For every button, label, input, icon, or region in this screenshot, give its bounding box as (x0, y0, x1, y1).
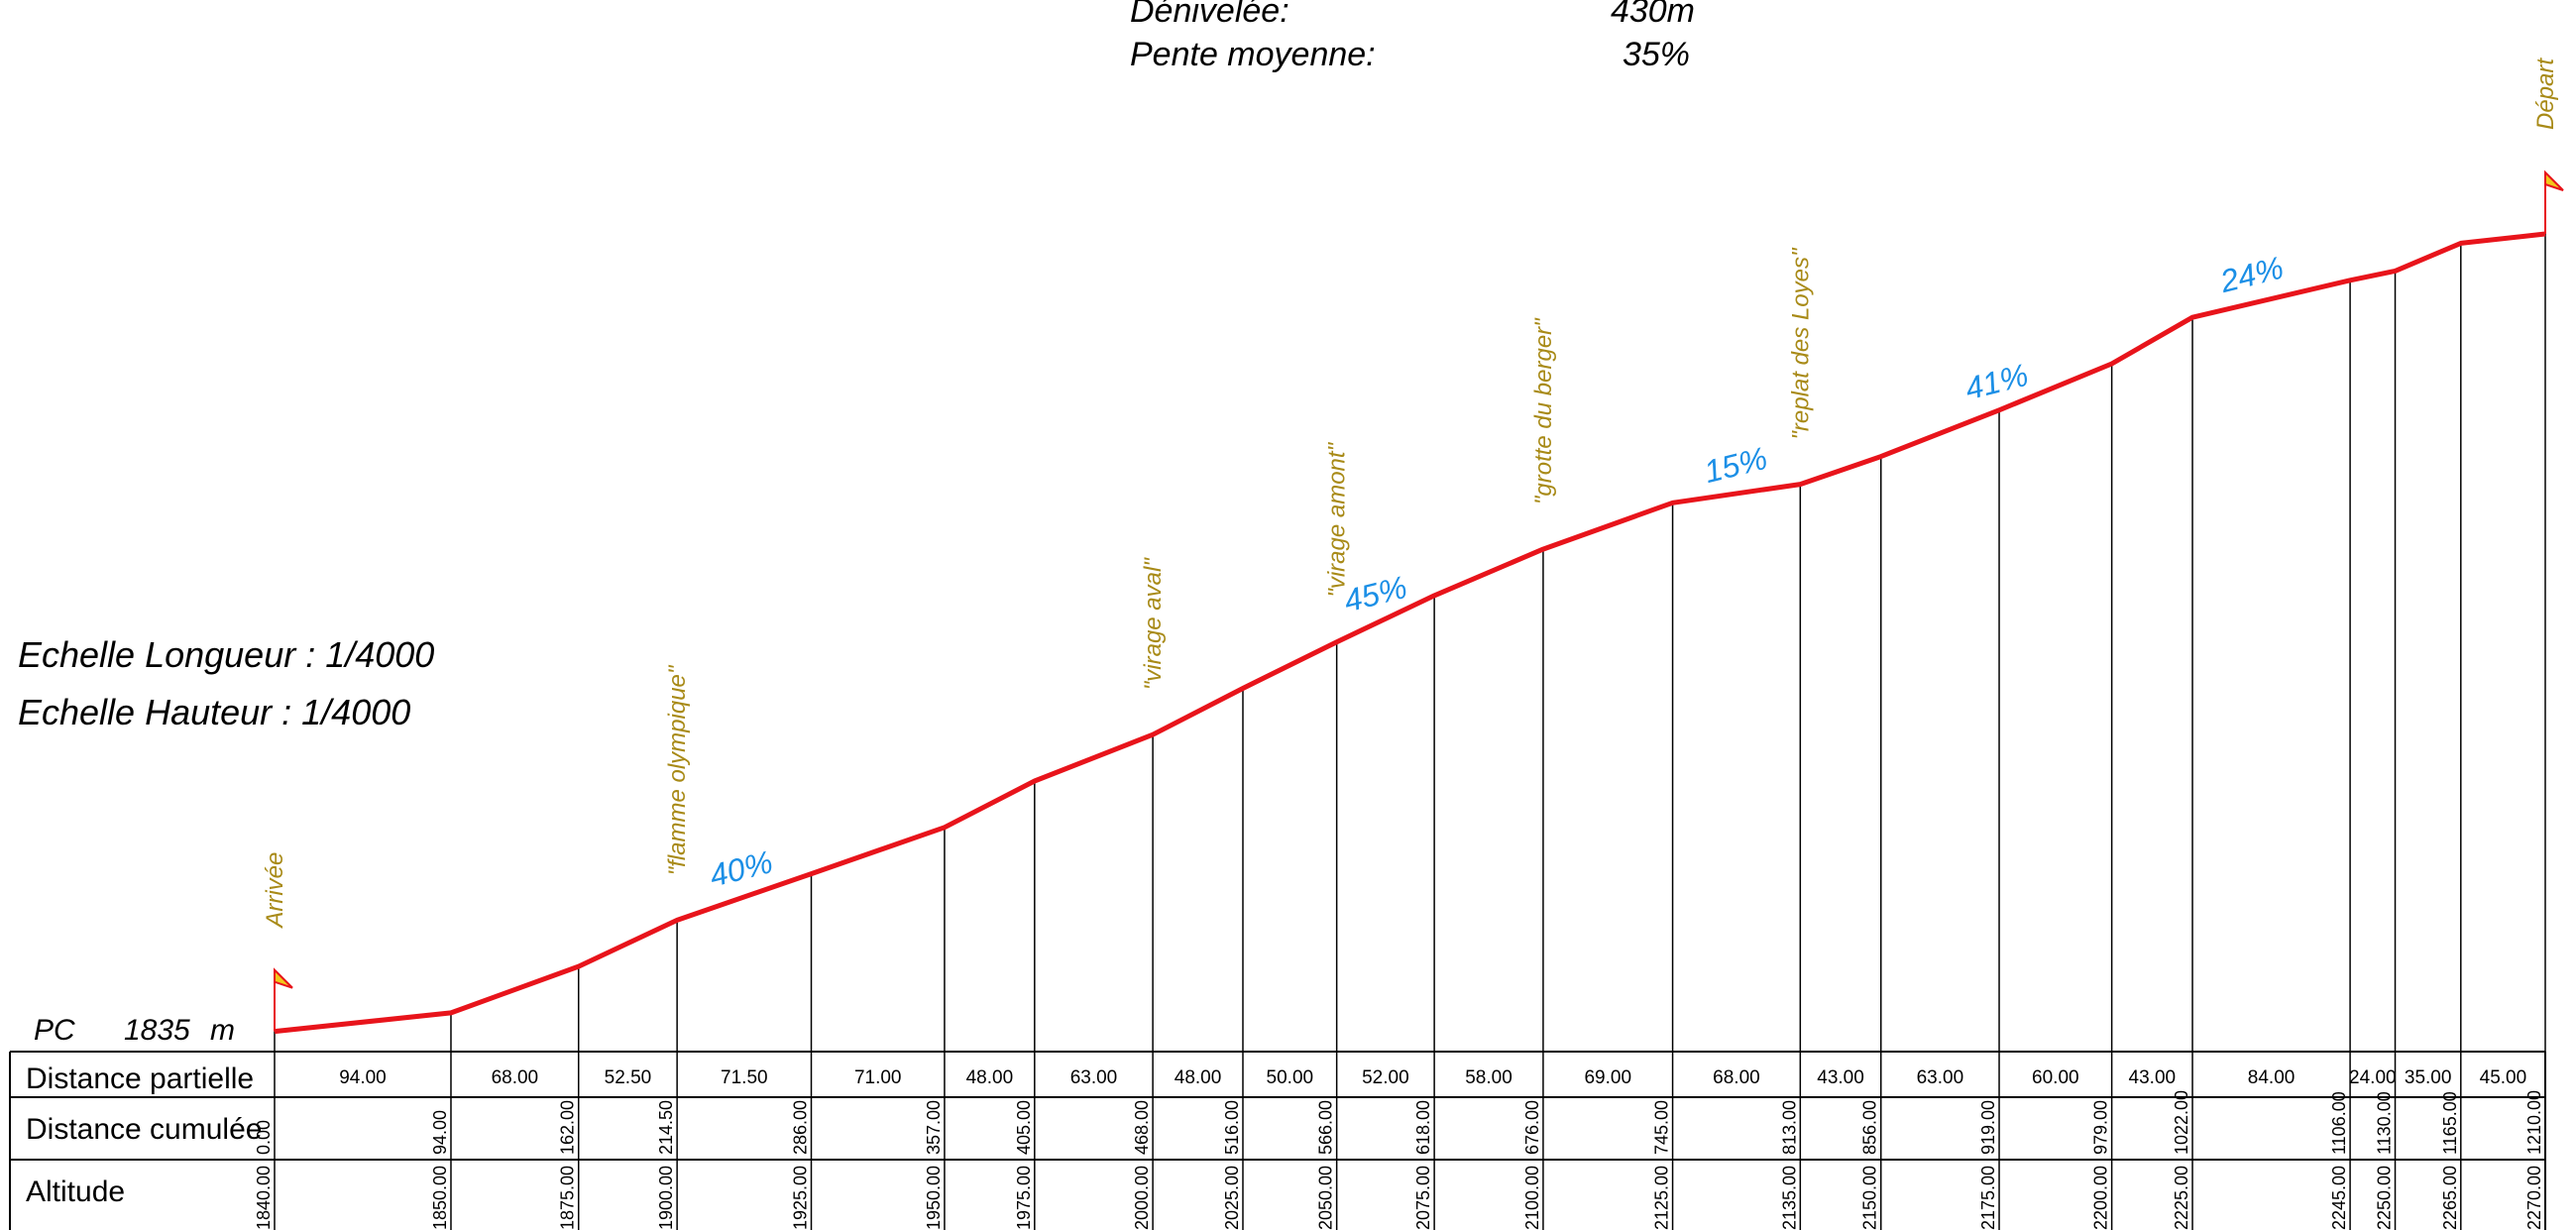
partial-distance-value: 35.00 (2405, 1067, 2452, 1088)
altitude-value: 2100.00 (1522, 1166, 1542, 1230)
partial-distance-value: 58.00 (1465, 1067, 1512, 1088)
average-slope-value: 35% (1623, 36, 1690, 73)
slope-label: 15% (1701, 440, 1771, 490)
elevation-profile-line (274, 231, 2546, 1035)
altitude-value: 1840.00 (254, 1166, 274, 1230)
cumulative-distance-value: 468.00 (1132, 1100, 1152, 1155)
cumulative-distance-value: 516.00 (1222, 1100, 1242, 1155)
altitude-value: 1975.00 (1014, 1166, 1034, 1230)
row-label-altitude: Altitude (26, 1175, 125, 1208)
altitude-value: 2025.00 (1222, 1166, 1242, 1230)
table-values: 94.00 68.00 52.50 71.50 71.00 48.00 63.00 48.00… (254, 1067, 2544, 1230)
partial-distance-value: 50.00 (1267, 1067, 1314, 1088)
partial-distance-value: 63.00 (1917, 1067, 1964, 1088)
altitude-value: 2135.00 (1779, 1166, 1799, 1230)
altitude-value: 2270.00 (2524, 1166, 2544, 1230)
altitude-value: 2125.00 (1652, 1166, 1672, 1230)
reference-label: PC (34, 1014, 75, 1047)
altitude-value: 2050.00 (1316, 1166, 1336, 1230)
altitude-value: 2175.00 (1978, 1166, 1998, 1230)
altitude-value: 2245.00 (2329, 1166, 2349, 1230)
altitude-value: 1950.00 (924, 1166, 944, 1230)
cumulative-distance-value: 618.00 (1413, 1100, 1433, 1155)
partial-distance-value: 71.00 (854, 1067, 902, 1088)
cumulative-distance-value: 1106.00 (2329, 1091, 2349, 1155)
place-label: Arrivée (262, 852, 288, 930)
elevation-label: Dénivelée: (1130, 0, 1289, 30)
cumulative-distance-value: 0.00 (254, 1120, 274, 1155)
cumulative-distance-value: 357.00 (924, 1100, 944, 1155)
altitude-value: 1900.00 (656, 1166, 676, 1230)
altitude-value: 1850.00 (430, 1166, 450, 1230)
partial-distance-value: 24.00 (2349, 1067, 2397, 1088)
altitude-value: 1875.00 (558, 1166, 578, 1230)
partial-distance-value: 43.00 (2129, 1067, 2177, 1088)
place-label: "flamme olympique" (664, 664, 691, 875)
reference-unit: m (210, 1014, 235, 1047)
cumulative-distance-value: 286.00 (791, 1100, 811, 1155)
cumulative-distance-value: 813.00 (1779, 1100, 1799, 1155)
altitude-value: 1925.00 (791, 1166, 811, 1230)
cumulative-distance-value: 566.00 (1316, 1100, 1336, 1155)
altitude-value: 2250.00 (2375, 1166, 2395, 1230)
row-label-cumulative-distance: Distance cumulée (26, 1113, 262, 1146)
partial-distance-value: 68.00 (1713, 1067, 1760, 1088)
altitude-value: 2265.00 (2440, 1166, 2460, 1230)
partial-distance-value: 48.00 (966, 1067, 1014, 1088)
partial-distance-value: 68.00 (492, 1067, 539, 1088)
place-label: "replat des Loyes" (1787, 247, 1814, 440)
station-lines (274, 234, 2546, 1230)
slope-label: 40% (706, 843, 776, 893)
place-label: "grotte du berger" (1530, 317, 1557, 504)
partial-distance-value: 52.50 (605, 1067, 652, 1088)
partial-distance-value: 94.00 (339, 1067, 387, 1088)
place-label: "virage aval" (1140, 557, 1167, 691)
length-scale: Echelle Longueur : 1/4000 (18, 634, 434, 675)
cumulative-distance-value: 1022.00 (2172, 1090, 2191, 1155)
elevation-value: 430m (1611, 0, 1695, 30)
place-label: "virage amont" (1324, 441, 1351, 597)
cumulative-distance-value: 405.00 (1014, 1100, 1034, 1155)
cumulative-distance-value: 676.00 (1522, 1100, 1542, 1155)
partial-distance-value: 63.00 (1070, 1067, 1118, 1088)
chart-labels: 40%45%15%41%24%Arrivée"flamme olympique"… (262, 57, 2559, 930)
partial-distance-value: 84.00 (2248, 1067, 2296, 1088)
partial-distance-value: 43.00 (1817, 1067, 1864, 1088)
partial-distance-value: 52.00 (1362, 1067, 1409, 1088)
partial-distance-value: 48.00 (1175, 1067, 1222, 1088)
partial-distance-value: 71.50 (721, 1067, 768, 1088)
slope-label: 24% (2215, 250, 2287, 300)
altitude-value: 2225.00 (2172, 1166, 2191, 1230)
average-slope-label: Pente moyenne: (1130, 36, 1376, 73)
cumulative-distance-value: 1210.00 (2524, 1090, 2544, 1155)
partial-distance-value: 45.00 (2480, 1067, 2527, 1088)
height-scale: Echelle Hauteur : 1/4000 (18, 692, 410, 732)
altitude-value: 2200.00 (2091, 1166, 2111, 1230)
cumulative-distance-value: 94.00 (430, 1110, 450, 1155)
reference-value: 1835 (124, 1014, 190, 1047)
altitude-value: 2150.00 (1860, 1166, 1880, 1230)
cumulative-distance-value: 919.00 (1978, 1100, 1998, 1155)
flag-icon (2544, 169, 2564, 191)
cumulative-distance-value: 1130.00 (2375, 1091, 2395, 1155)
partial-distance-value: 60.00 (2032, 1067, 2079, 1088)
cumulative-distance-value: 1165.00 (2440, 1091, 2460, 1155)
cumulative-distance-value: 745.00 (1652, 1100, 1672, 1155)
flag-icon (274, 967, 293, 989)
cumulative-distance-value: 214.50 (656, 1100, 676, 1155)
altitude-value: 2000.00 (1132, 1166, 1152, 1230)
profile-line (274, 169, 2564, 1035)
altitude-value: 2075.00 (1413, 1166, 1433, 1230)
cumulative-distance-value: 856.00 (1860, 1100, 1880, 1155)
row-label-partial-distance: Distance partielle (26, 1062, 254, 1095)
place-label: Départ (2532, 57, 2559, 130)
partial-distance-value: 69.00 (1584, 1067, 1631, 1088)
cumulative-distance-value: 979.00 (2091, 1100, 2111, 1155)
cumulative-distance-value: 162.00 (558, 1100, 578, 1155)
data-table: Distance partielle Distance cumulée Alti… (9, 1051, 2546, 1230)
